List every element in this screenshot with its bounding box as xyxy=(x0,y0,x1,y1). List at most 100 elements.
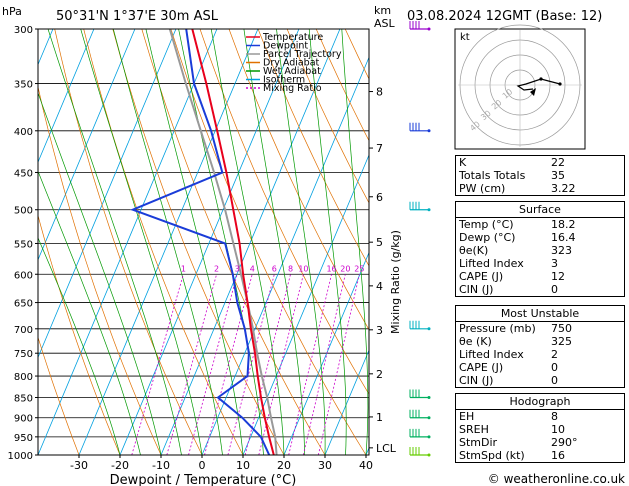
surface-row: Lifted Index 3 xyxy=(456,257,624,270)
asl-label: ASL xyxy=(374,17,396,30)
legend-label: Mixing Ratio xyxy=(263,83,322,94)
row-value: 10 xyxy=(551,423,565,436)
wind-barb-icon xyxy=(409,389,431,399)
mixing-ratio-label: 8 xyxy=(288,264,293,273)
isotherm-line xyxy=(119,29,300,455)
row-value: 2 xyxy=(551,348,558,361)
hodograph-point xyxy=(558,82,562,86)
isotherm-line xyxy=(38,29,177,359)
wet-adiabat-line xyxy=(38,91,162,455)
isotherm-line xyxy=(38,29,95,164)
row-value: 18.2 xyxy=(551,218,576,231)
pressure-tick-label: 550 xyxy=(14,239,33,250)
row-label: StmDir xyxy=(459,436,498,449)
row-value: 325 xyxy=(551,335,572,348)
date-title: 03.08.2024 12GMT (Base: 12) xyxy=(407,9,602,24)
temperature-tick-label: -20 xyxy=(111,459,129,472)
row-label: CAPE (J) xyxy=(459,361,504,374)
chart-series xyxy=(130,29,278,455)
row-value: 323 xyxy=(551,244,572,257)
wet-adiabat-line xyxy=(178,29,264,455)
location-title: 50°31'N 1°37'E 30m ASL xyxy=(56,9,219,24)
height-tick-label: 1 xyxy=(376,411,383,424)
isotherm-line xyxy=(283,251,369,455)
isotherm-line xyxy=(242,153,369,455)
dry-adiabat-line xyxy=(38,214,121,455)
hodograph-table-title: Hodograph xyxy=(509,395,571,408)
index-row-k: K 22 xyxy=(456,156,624,169)
temperature-line xyxy=(191,29,275,455)
indices-table: K 22 Totals Totals 35 PW (cm) 3.22 xyxy=(455,155,625,196)
height-tick-label: 5 xyxy=(376,236,383,249)
mixing-ratio-line xyxy=(188,274,238,455)
wind-barb-dot xyxy=(427,129,431,133)
mixing-ratio-line xyxy=(131,274,184,455)
row-label: Temp (°C) xyxy=(459,218,514,231)
row-value: 0 xyxy=(551,283,558,296)
row-label: CAPE (J) xyxy=(459,270,504,283)
wet-adiabat-line xyxy=(112,29,223,455)
isotherm-line xyxy=(324,349,369,455)
row-label: Lifted Index xyxy=(459,348,524,361)
km-label: km xyxy=(374,4,391,17)
dry-adiabat-line xyxy=(257,29,369,267)
row-value: 290° xyxy=(551,436,578,449)
row-label: θe (K) xyxy=(459,335,492,348)
mixing-ratio-label: 3 xyxy=(235,264,240,273)
dry-adiabat-line xyxy=(112,29,285,455)
mixing-ratio-label: 25 xyxy=(354,264,364,273)
row-label: Lifted Index xyxy=(459,257,524,270)
height-tick-label: 2 xyxy=(376,368,383,381)
mu-row: CIN (J) 0 xyxy=(456,374,624,387)
row-value: 12 xyxy=(551,270,565,283)
wet-adiabat-line xyxy=(38,170,141,455)
row-label: StmSpd (kt) xyxy=(459,449,525,462)
legend-label: Temperature xyxy=(262,32,323,43)
hodo-row: SREH 10 xyxy=(456,423,624,436)
hpa-label: hPa xyxy=(2,5,22,18)
mixing-ratio-line xyxy=(302,274,346,455)
wind-barb-dot xyxy=(427,27,431,31)
legend-label: Wet Adiabat xyxy=(263,66,321,77)
row-label: CIN (J) xyxy=(459,283,494,296)
surface-row: θe(K) 323 xyxy=(456,244,624,257)
dry-adiabat-line xyxy=(38,336,80,455)
index-label: K xyxy=(459,156,467,169)
mixing-ratio-line xyxy=(227,274,275,455)
wet-adiabat-line xyxy=(38,236,121,455)
isotherm-line xyxy=(160,29,341,455)
surface-row: Temp (°C) 18.2 xyxy=(456,217,624,231)
pressure-tick-label: 350 xyxy=(14,80,33,91)
mu-row: CAPE (J) 0 xyxy=(456,361,624,374)
wet-adiabat-line xyxy=(341,29,369,455)
legend-label: Parcel Trajectory xyxy=(263,49,342,60)
mixing-ratio-line xyxy=(288,274,332,455)
legend-label: Dry Adiabat xyxy=(263,58,320,69)
dry-adiabat-line xyxy=(170,29,367,455)
row-label: Dewp (°C) xyxy=(459,231,516,244)
mixing-ratio-line xyxy=(166,274,217,455)
surface-row: CIN (J) 0 xyxy=(456,283,624,296)
height-tick-label: 6 xyxy=(376,191,383,204)
mu-row: Pressure (mb) 750 xyxy=(456,321,624,335)
pressure-tick-label: 750 xyxy=(14,349,33,360)
wind-barb-dot xyxy=(427,416,431,420)
pressure-tick-label: 600 xyxy=(14,270,33,281)
surface-title: Surface xyxy=(519,203,561,216)
hodo-row: StmSpd (kt) 16 xyxy=(456,449,624,462)
legend-label: Dewpoint xyxy=(263,41,308,52)
index-label: Totals Totals xyxy=(459,169,526,182)
height-tick-label: 7 xyxy=(376,142,383,155)
row-label: CIN (J) xyxy=(459,374,494,387)
mu-row: θe (K) 325 xyxy=(456,335,624,348)
dry-adiabat-line xyxy=(286,29,369,204)
wet-adiabat-line xyxy=(145,29,244,455)
mixing-ratio-line xyxy=(258,274,304,455)
chart-axes: 1 2 3 4 6 8 10 16 20 2530035040045050055060065070… xyxy=(8,21,431,472)
mixing-ratio-label: 10 xyxy=(298,264,308,273)
row-label: SREH xyxy=(459,423,489,436)
wet-adiabat-line xyxy=(243,29,305,455)
pressure-tick-label: 850 xyxy=(14,393,33,404)
